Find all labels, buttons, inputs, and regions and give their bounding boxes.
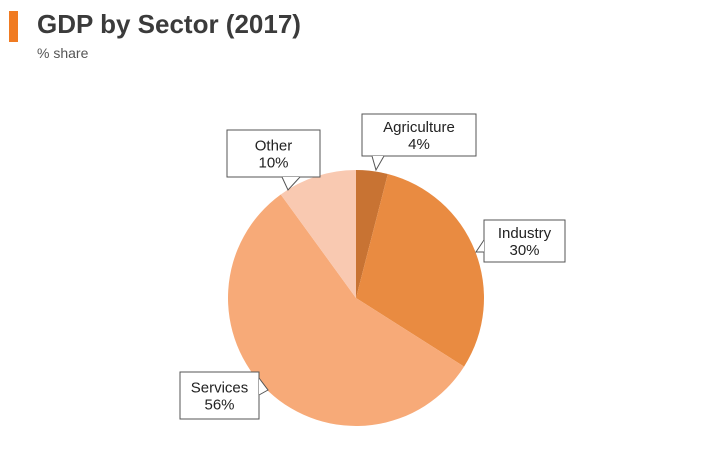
callout-box	[361, 113, 477, 157]
pie-slice-services	[228, 194, 465, 427]
callout-pointer	[258, 377, 269, 396]
slice-value-label: 10%	[258, 155, 288, 172]
callout-box	[179, 371, 260, 420]
pie-slice-agriculture	[356, 170, 388, 298]
callout-pointer	[475, 239, 485, 253]
title-accent-bar	[9, 11, 18, 42]
slice-label: Other	[255, 138, 293, 155]
slice-value-label: 4%	[408, 136, 430, 153]
slice-value-label: 30%	[509, 242, 539, 259]
callout-pointer	[281, 176, 301, 191]
callout-box	[483, 219, 566, 263]
chart-title: GDP by Sector (2017)	[37, 9, 301, 39]
pie-slice-industry	[356, 174, 484, 367]
slice-label: Industry	[498, 225, 552, 242]
callout-pointer	[371, 155, 385, 172]
pie-slice-other	[280, 170, 356, 298]
slice-label: Services	[191, 380, 249, 397]
callout-box	[226, 129, 321, 178]
slice-value-label: 56%	[204, 397, 234, 414]
chart-subtitle: % share	[37, 45, 89, 61]
pie-slices	[228, 170, 484, 427]
slice-label: Agriculture	[383, 119, 455, 136]
